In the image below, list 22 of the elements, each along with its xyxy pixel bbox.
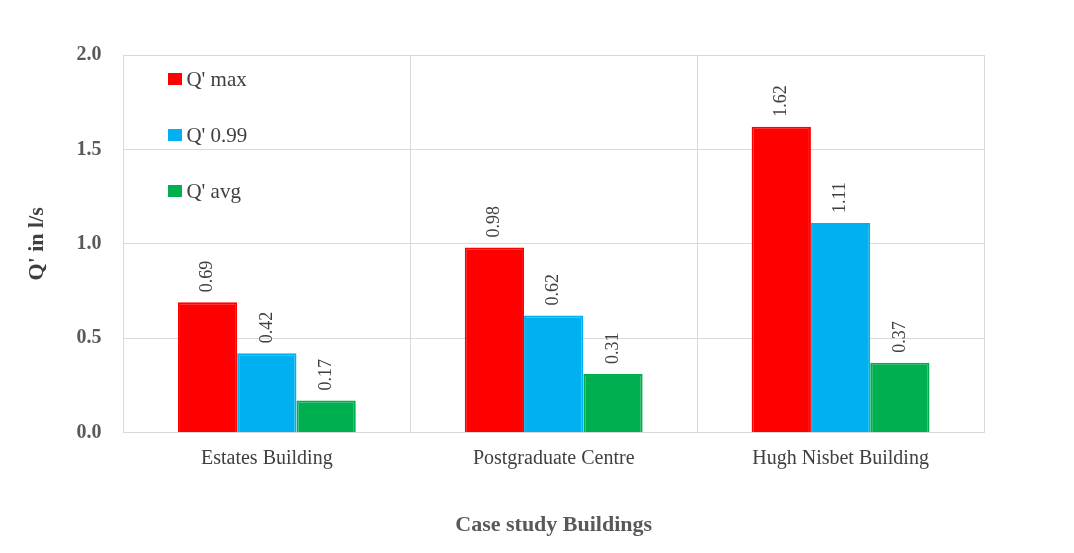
legend-label: Q' avg (186, 178, 241, 204)
y-tick-label: 2.0 (76, 42, 102, 65)
y-tick-label: 0.5 (76, 325, 102, 348)
data-label: 0.17 (314, 359, 335, 391)
data-label: 0.31 (601, 332, 622, 365)
x-axis-title: Case study Buildings (455, 511, 653, 537)
data-label: 0.98 (483, 206, 504, 238)
data-label: 1.11 (829, 182, 850, 214)
y-tick-label: 0.0 (76, 419, 102, 442)
data-label: 0.42 (255, 311, 276, 344)
data-label: 0.69 (196, 260, 217, 293)
data-label: 0.62 (542, 274, 563, 306)
y-axis-title: Q' in l/s (22, 206, 48, 281)
x-tick-label: Postgraduate Centre (472, 445, 635, 469)
y-tick-label: 1.0 (76, 230, 102, 253)
y-tick-label: 1.5 (76, 136, 102, 159)
x-tick-label: Estates Building (201, 445, 333, 469)
data-label: 0.37 (888, 321, 909, 353)
legend-label: Q' 0.99 (186, 122, 248, 148)
data-label: 1.62 (770, 85, 791, 117)
legend-label: Q' max (186, 66, 247, 92)
x-tick-label: Hugh Nisbet Building (752, 445, 929, 469)
